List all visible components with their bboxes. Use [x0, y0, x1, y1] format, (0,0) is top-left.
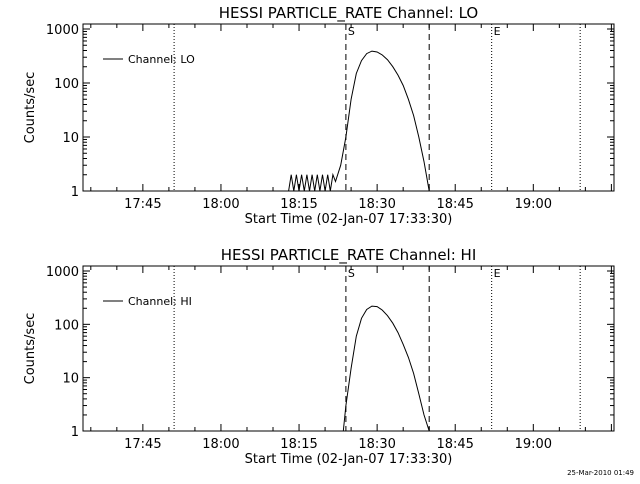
x-tick-label: 19:00 [515, 197, 552, 212]
x-tick-label: 18:00 [202, 197, 239, 212]
x-tick-label: 18:00 [202, 437, 239, 452]
marker-label: E [494, 267, 501, 280]
x-tick-label: 18:15 [280, 197, 317, 212]
plot-timestamp: 25-Mar-2010 01:49 [567, 469, 634, 477]
legend-label: Channel: HI [128, 295, 192, 308]
x-tick-label: 17:45 [124, 437, 161, 452]
y-axis-label: Counts/sec [23, 313, 38, 385]
marker-label: S [348, 267, 355, 280]
x-axis-label: Start Time (02-Jan-07 17:33:30) [245, 452, 453, 467]
y-tick-label: 100 [54, 318, 79, 333]
chart-title: HESSI PARTICLE_RATE Channel: HI [221, 246, 477, 265]
x-tick-label: 18:45 [436, 437, 473, 452]
series-line [342, 305, 430, 432]
y-tick-label: 1000 [46, 23, 79, 38]
chart-title: HESSI PARTICLE_RATE Channel: LO [219, 4, 478, 23]
x-tick-label: 18:45 [436, 197, 473, 212]
y-tick-label: 1 [71, 425, 79, 440]
y-tick-label: 1000 [46, 265, 79, 280]
legend-label: Channel: LO [128, 53, 195, 66]
x-tick-label: 17:45 [124, 197, 161, 212]
marker-label: S [348, 25, 355, 38]
x-tick-label: 18:30 [358, 197, 395, 212]
y-tick-label: 10 [62, 131, 79, 146]
marker-label: E [494, 25, 501, 38]
y-tick-label: 10 [62, 372, 79, 387]
plot-frame [82, 23, 615, 192]
series-line [288, 50, 430, 192]
x-axis-label: Start Time (02-Jan-07 17:33:30) [245, 212, 453, 227]
x-tick-label: 19:00 [515, 437, 552, 452]
y-axis-label: Counts/sec [23, 72, 38, 144]
plot-frame [82, 265, 615, 432]
x-tick-label: 18:15 [280, 437, 317, 452]
y-tick-label: 100 [54, 77, 79, 92]
x-tick-label: 18:30 [358, 437, 395, 452]
y-tick-label: 1 [71, 185, 79, 200]
